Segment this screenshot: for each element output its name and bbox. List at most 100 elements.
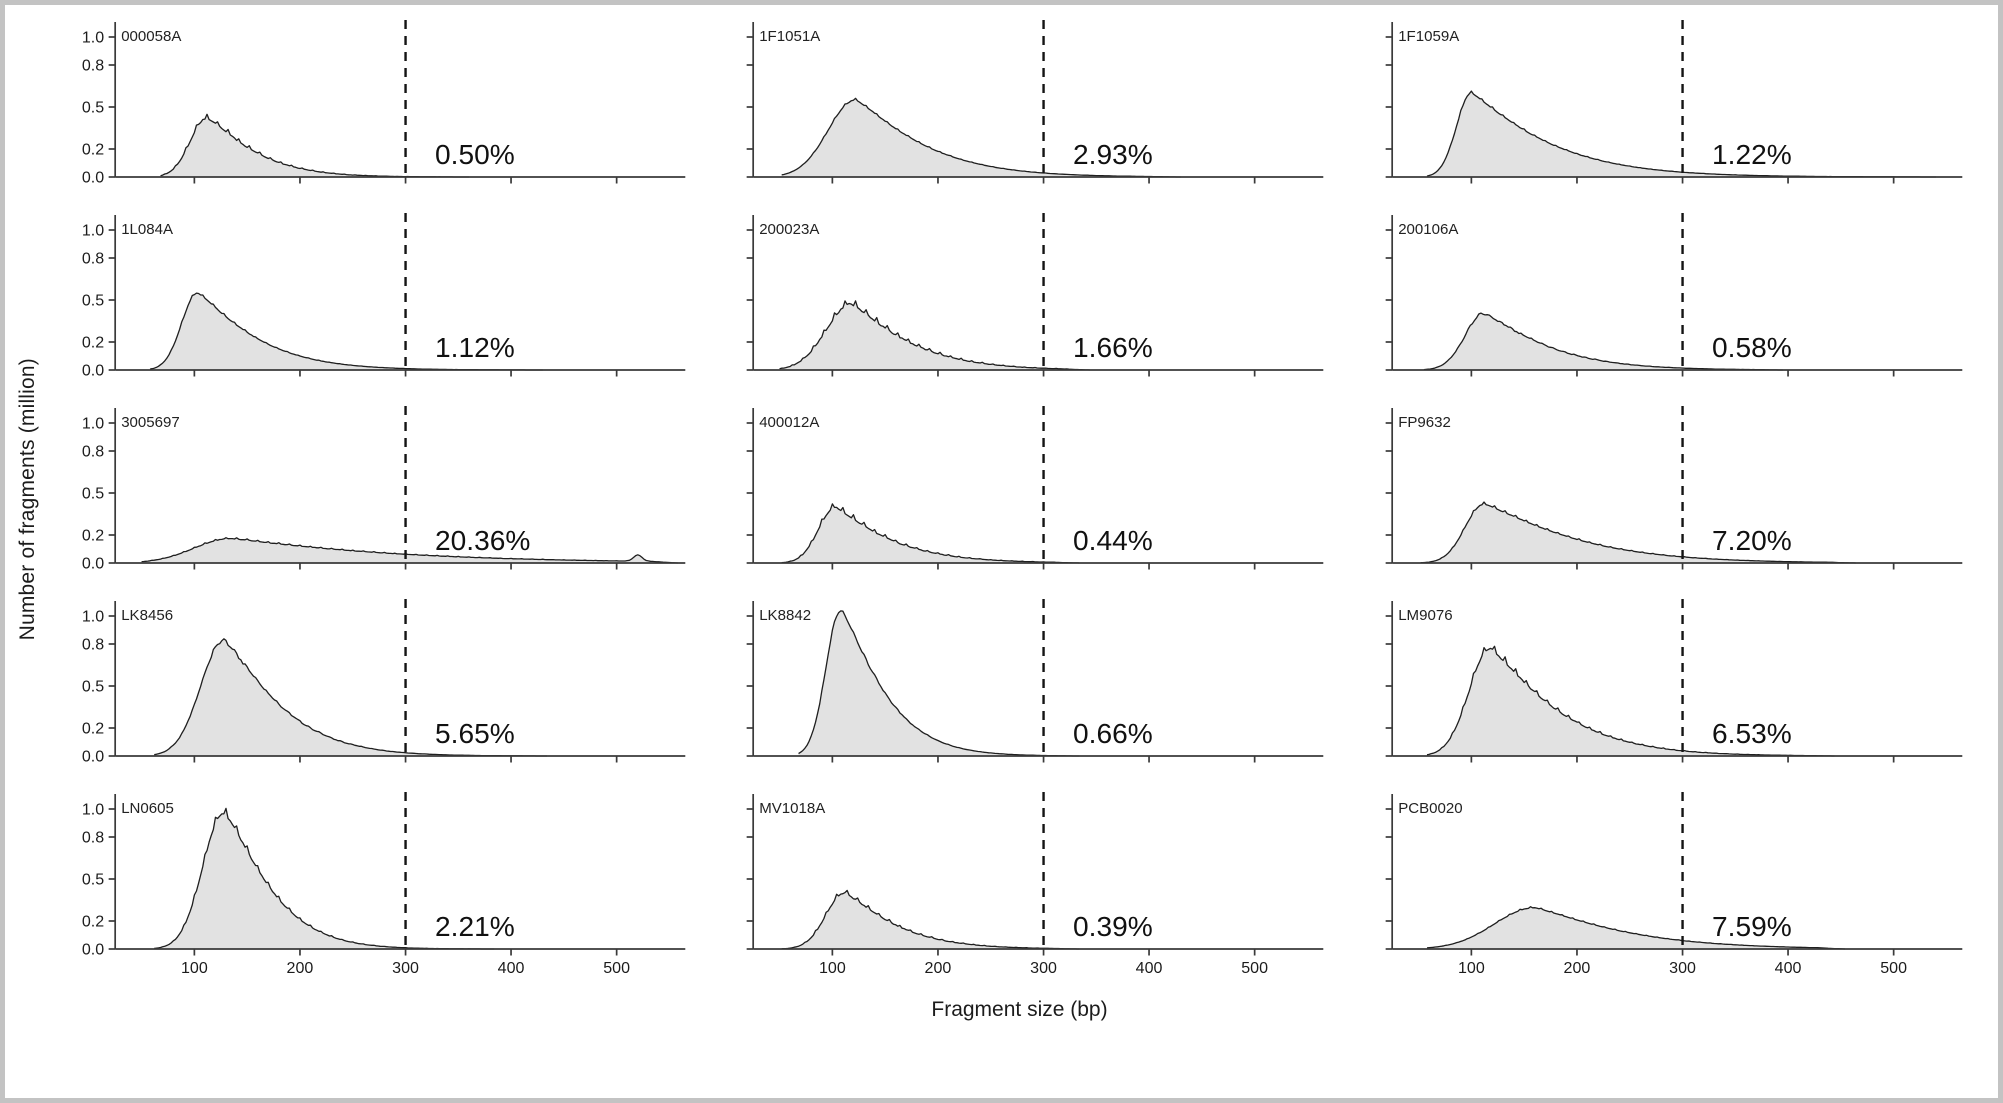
x-tick-label: 100 bbox=[819, 959, 846, 977]
panel-plot: LK8842 0.66% bbox=[746, 599, 1324, 763]
distribution-area bbox=[782, 503, 1081, 563]
distribution-curve bbox=[1420, 501, 1856, 564]
y-tick-label: 1.0 bbox=[82, 29, 104, 47]
y-tick-label: 0.8 bbox=[82, 443, 104, 461]
sample-id-label: FP9632 bbox=[1398, 414, 1451, 431]
distribution-curve bbox=[781, 97, 1182, 178]
y-tick-label: 0.0 bbox=[82, 748, 104, 766]
distribution-area bbox=[1426, 91, 1936, 177]
percent-above-cutoff-label: 5.65% bbox=[435, 718, 515, 749]
percent-above-cutoff-label: 0.39% bbox=[1073, 911, 1153, 942]
y-tick-label: 0.2 bbox=[82, 141, 104, 159]
x-tick-label: 100 bbox=[181, 959, 208, 977]
y-tick-label: 0.2 bbox=[82, 527, 104, 545]
percent-above-cutoff-label: 7.59% bbox=[1712, 911, 1792, 942]
panel-plot: 200023A 1.66% bbox=[746, 213, 1324, 377]
x-tick-label: 400 bbox=[498, 959, 525, 977]
panel-1L084A: 0.0 0.2 0.5 0.8 1.0 1L084A 1.12% bbox=[69, 210, 693, 403]
distribution-area bbox=[160, 114, 469, 177]
panel-plot: 1F1059A 1.22% bbox=[1385, 20, 1962, 184]
x-tick-label: 500 bbox=[1242, 959, 1269, 977]
distribution-curve bbox=[1426, 906, 1845, 950]
panel-1F1059A: 1F1059A 1.22% bbox=[1346, 17, 1970, 210]
distribution-area bbox=[154, 638, 549, 756]
distribution-curve bbox=[779, 300, 1091, 371]
percent-above-cutoff-label: 0.58% bbox=[1712, 332, 1792, 363]
sample-id-label: LN0605 bbox=[121, 800, 174, 817]
panel-FP9632: FP9632 7.20% bbox=[1346, 403, 1970, 596]
panel-000058A: 0.0 0.2 0.5 0.8 1.0 000058A 0.50% bbox=[69, 17, 693, 210]
sample-id-label: 200023A bbox=[760, 221, 820, 238]
distribution-curve bbox=[781, 889, 1080, 950]
x-tick-label: 400 bbox=[1136, 959, 1163, 977]
panel-plot: FP9632 7.20% bbox=[1385, 406, 1962, 570]
sample-id-label: LM9076 bbox=[1398, 607, 1452, 624]
distribution-area bbox=[779, 300, 1092, 370]
y-tick-label: 0.0 bbox=[82, 555, 104, 573]
percent-above-cutoff-label: 1.22% bbox=[1712, 139, 1792, 170]
panel-plot: 100 200 300 400 500 MV1018A 0.39% bbox=[746, 792, 1324, 977]
y-axis-title-wrap: Number of fragments (million) bbox=[11, 17, 45, 982]
panel-PCB0020: 100 200 300 400 500 PCB0020 7.59% bbox=[1346, 789, 1970, 982]
panel-plot: LM9076 6.53% bbox=[1385, 599, 1962, 763]
y-tick-label: 0.8 bbox=[82, 829, 104, 847]
sample-id-label: 1F1059A bbox=[1398, 28, 1459, 45]
sample-id-label: 000058A bbox=[121, 28, 181, 45]
y-tick-label: 0.2 bbox=[82, 334, 104, 352]
percent-above-cutoff-label: 0.44% bbox=[1073, 525, 1153, 556]
distribution-area bbox=[1426, 906, 1846, 949]
panel-3005697: 0.0 0.2 0.5 0.8 1.0 3005697 20.36% bbox=[69, 403, 693, 596]
distribution-area bbox=[782, 98, 1182, 177]
panel-plot: 0.0 0.2 0.5 0.8 1.0 000058A 0.50% bbox=[82, 20, 686, 187]
y-tick-label: 0.0 bbox=[82, 169, 104, 187]
panel-LM9076: LM9076 6.53% bbox=[1346, 596, 1970, 789]
sample-id-label: 200106A bbox=[1398, 221, 1458, 238]
percent-above-cutoff-label: 20.36% bbox=[435, 525, 530, 556]
y-tick-label: 0.2 bbox=[82, 913, 104, 931]
x-tick-label: 100 bbox=[1458, 959, 1485, 977]
distribution-area bbox=[154, 808, 496, 949]
y-tick-label: 1.0 bbox=[82, 608, 104, 626]
percent-above-cutoff-label: 1.66% bbox=[1073, 332, 1153, 363]
percent-above-cutoff-label: 2.21% bbox=[435, 911, 515, 942]
x-tick-label: 300 bbox=[1030, 959, 1057, 977]
panel-400012A: 400012A 0.44% bbox=[707, 403, 1331, 596]
panel-200023A: 200023A 1.66% bbox=[707, 210, 1331, 403]
percent-above-cutoff-label: 0.50% bbox=[435, 139, 515, 170]
y-tick-label: 0.5 bbox=[82, 99, 104, 117]
y-tick-label: 1.0 bbox=[82, 222, 104, 240]
percent-above-cutoff-label: 2.93% bbox=[1073, 139, 1153, 170]
panel-plot: 0.0 0.2 0.5 0.8 1.0 3005697 20.36% bbox=[82, 406, 686, 573]
panel-MV1018A: 100 200 300 400 500 MV1018A 0.39% bbox=[707, 789, 1331, 982]
y-tick-label: 0.2 bbox=[82, 720, 104, 738]
sample-id-label: 3005697 bbox=[121, 414, 180, 431]
y-tick-label: 0.8 bbox=[82, 636, 104, 654]
distribution-curve bbox=[141, 537, 678, 564]
y-tick-label: 0.5 bbox=[82, 678, 104, 696]
panel-grid: 0.0 0.2 0.5 0.8 1.0 000058A 0.50% 1F1051A 2.93% 1… bbox=[69, 17, 1970, 982]
y-tick-label: 0.0 bbox=[82, 941, 104, 959]
percent-above-cutoff-label: 7.20% bbox=[1712, 525, 1792, 556]
x-axis-title: Fragment size (bp) bbox=[931, 998, 1108, 1021]
sample-id-label: LK8842 bbox=[760, 607, 812, 624]
panel-1F1051A: 1F1051A 2.93% bbox=[707, 17, 1331, 210]
distribution-curve bbox=[781, 503, 1080, 564]
y-tick-label: 0.5 bbox=[82, 485, 104, 503]
panel-plot: 200106A 0.58% bbox=[1385, 213, 1962, 377]
figure-canvas: Number of fragments (million) 0.0 0.2 0.5 0… bbox=[5, 5, 1998, 1098]
x-tick-label: 500 bbox=[603, 959, 630, 977]
distribution-area bbox=[782, 890, 1081, 949]
y-tick-label: 0.5 bbox=[82, 871, 104, 889]
percent-above-cutoff-label: 0.66% bbox=[1073, 718, 1153, 749]
x-tick-label: 500 bbox=[1880, 959, 1907, 977]
panel-plot: 1F1051A 2.93% bbox=[746, 20, 1324, 184]
distribution-area bbox=[141, 537, 678, 563]
sample-id-label: 1F1051A bbox=[760, 28, 821, 45]
y-tick-label: 0.5 bbox=[82, 292, 104, 310]
panel-plot: 0.0 0.2 0.5 0.8 1.0 100 200 300 400 500 LN0605 2.21… bbox=[82, 792, 686, 977]
sample-id-label: PCB0020 bbox=[1398, 800, 1462, 817]
distribution-area bbox=[798, 610, 1081, 756]
panel-LK8842: LK8842 0.66% bbox=[707, 596, 1331, 789]
distribution-area bbox=[1426, 646, 1836, 756]
